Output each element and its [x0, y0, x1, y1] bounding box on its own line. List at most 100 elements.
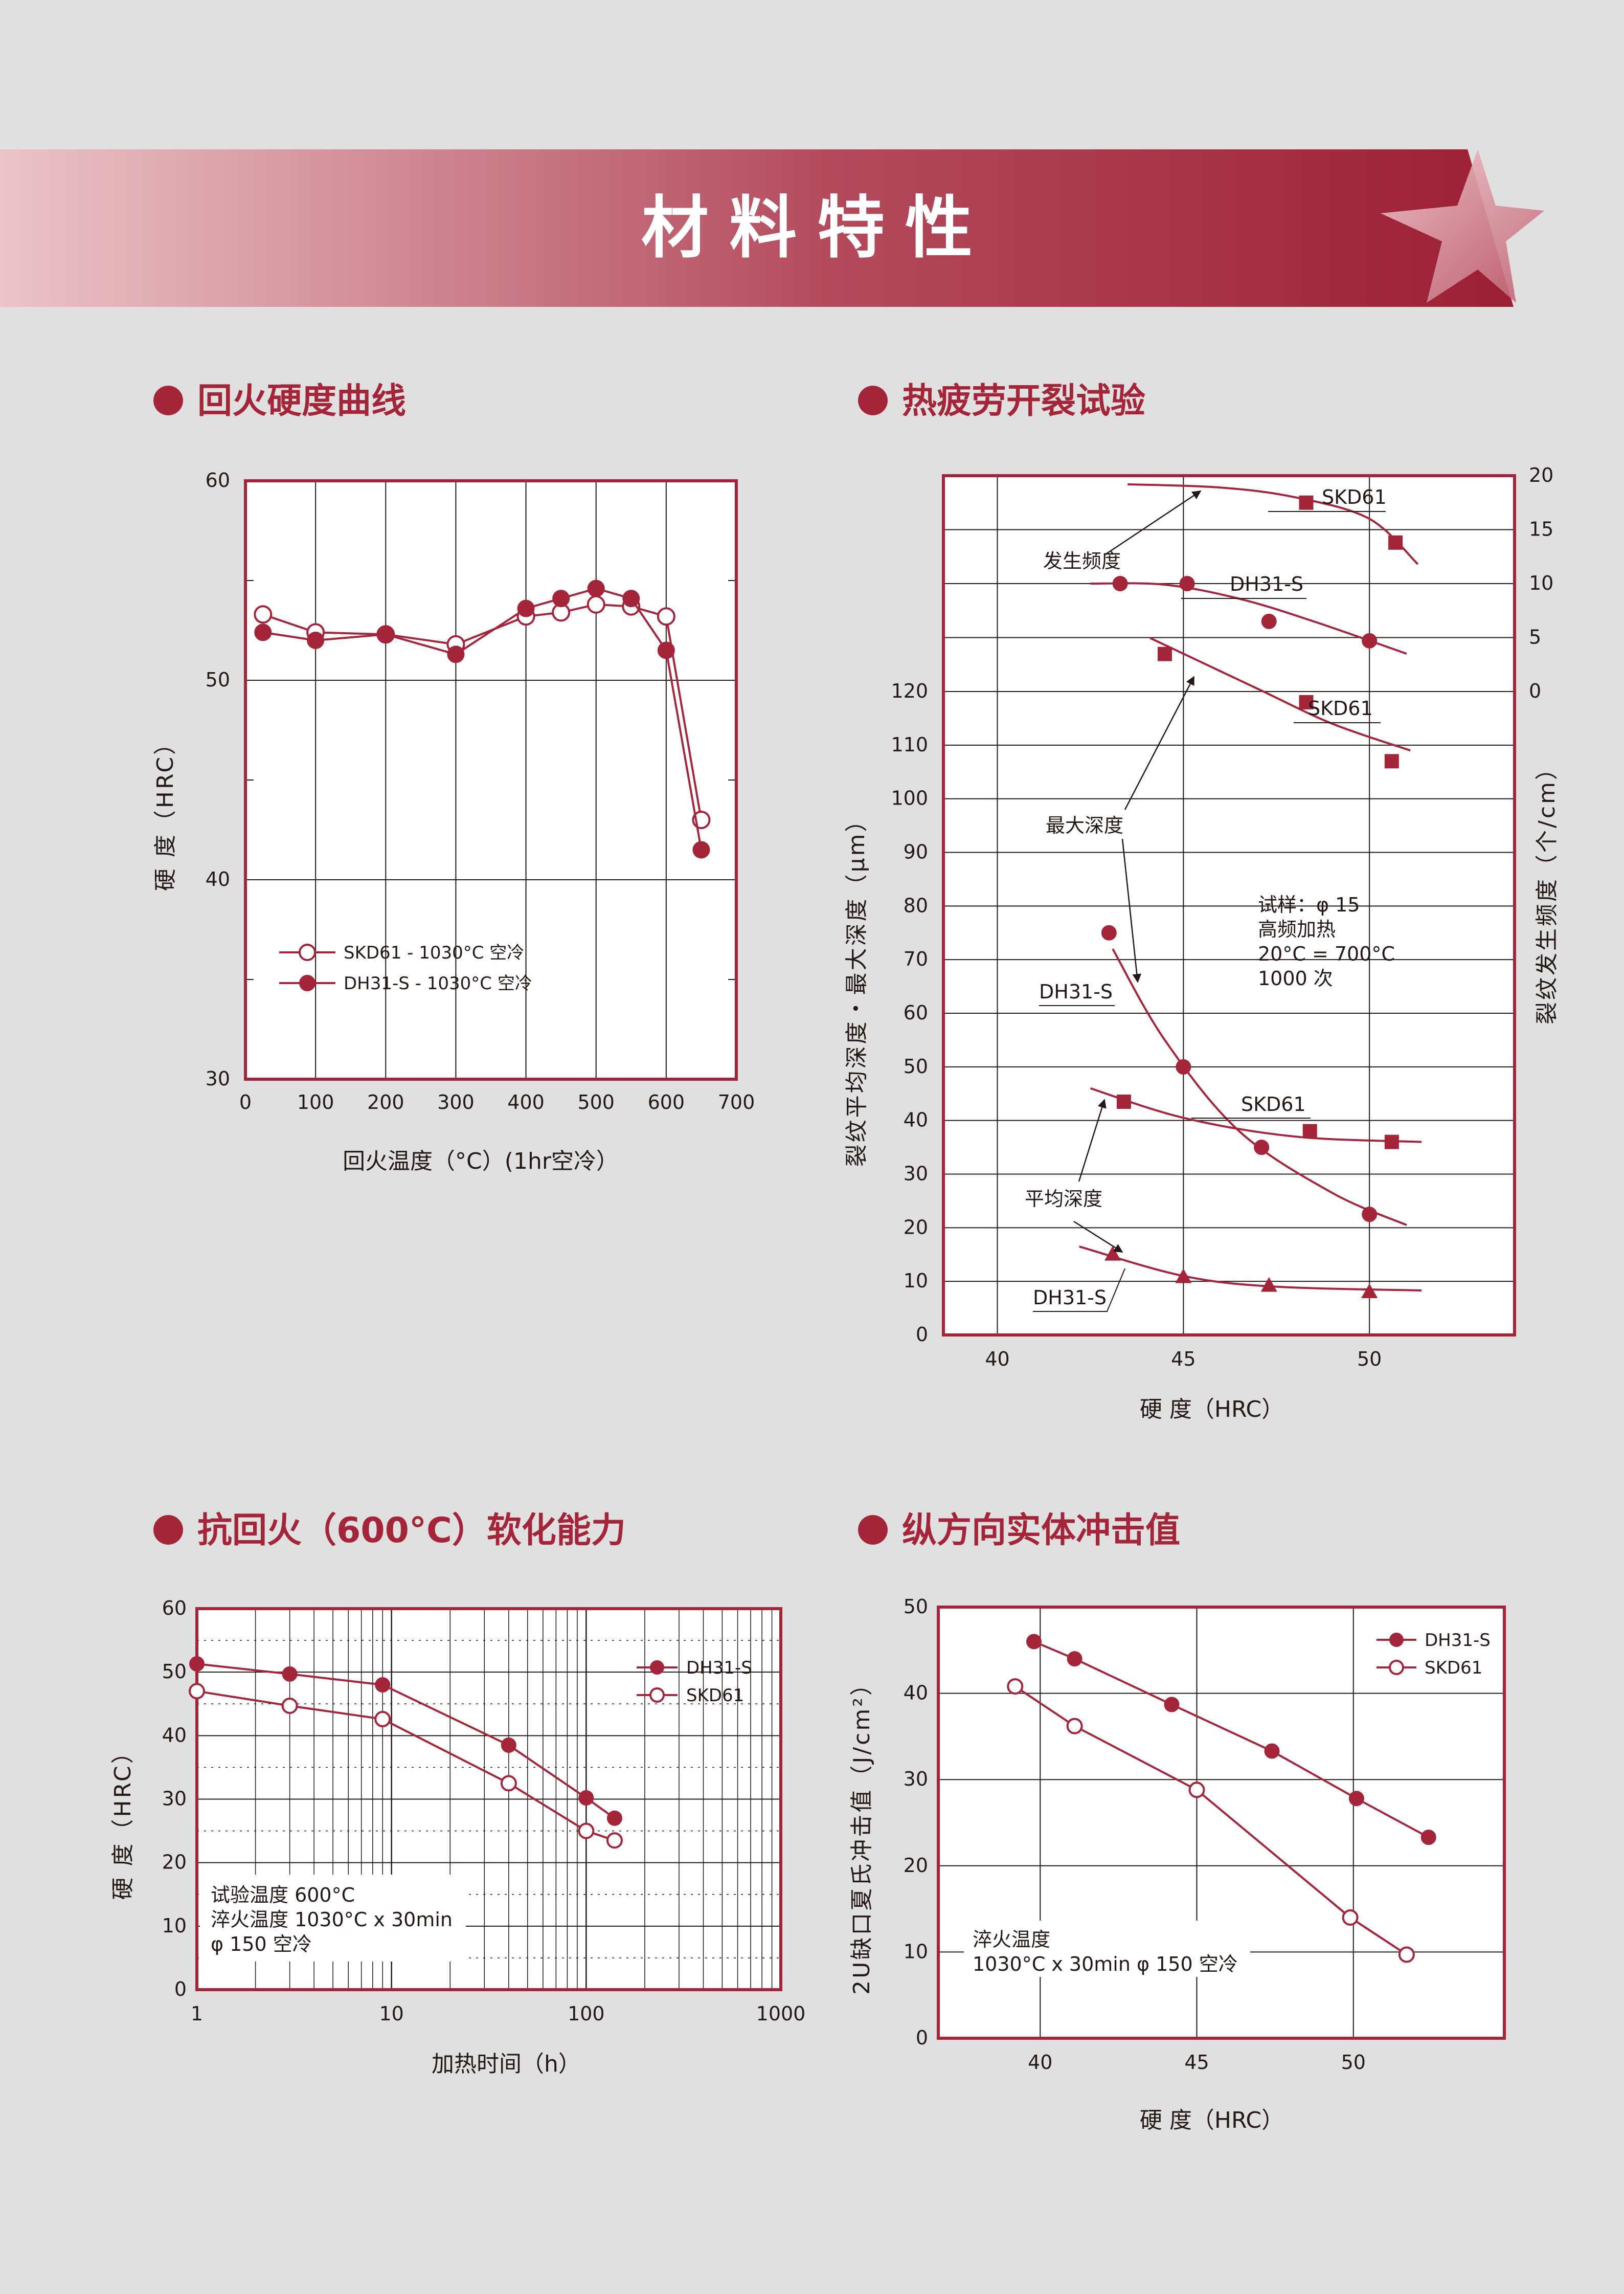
plot-background: [245, 481, 736, 1079]
y-tick-label-left: 10: [904, 1270, 928, 1292]
x-tick-label: 600: [648, 1091, 685, 1113]
x-tick-label: 10: [379, 2002, 403, 2025]
bullet-dot-icon: [858, 386, 888, 416]
y-tick-label: 10: [904, 1940, 928, 1963]
data-point-open: [299, 944, 316, 961]
data-point-filled: [254, 623, 272, 641]
legend-label: DH31-S: [1425, 1630, 1491, 1651]
data-point-open: [374, 1711, 391, 1728]
x-tick-label: 1000: [756, 2002, 806, 2025]
data-point-filled: [587, 580, 605, 597]
plot-frame: [195, 1607, 782, 1991]
header-banner: [0, 149, 1544, 307]
legend-label: DH31-S: [686, 1658, 752, 1678]
test-condition-note: 淬火温度: [973, 1928, 1050, 1951]
y-tick-label: 30: [904, 1768, 928, 1790]
data-point-filled: [650, 1660, 664, 1675]
series-curve: [1079, 1245, 1422, 1291]
section-title-impact: 纵方向实体冲击值: [858, 1508, 1180, 1554]
data-point-filled: [1164, 1697, 1180, 1712]
legend-label: DH31-S - 1030°C 空冷: [344, 973, 532, 994]
series-line: [262, 587, 703, 850]
data-point-filled: [1348, 1791, 1364, 1807]
x-tick-label: 45: [1171, 1348, 1196, 1370]
data-point-open: [578, 1822, 595, 1839]
arrow-icon: [1073, 1220, 1123, 1253]
series-label: DH31-S: [1230, 573, 1303, 595]
series-label: SKD61: [1308, 697, 1373, 720]
data-point-triangle: [1104, 1245, 1121, 1261]
y-tick-label-left: 0: [916, 1323, 928, 1346]
y-tick-label: 30: [162, 1788, 187, 1810]
arrow-icon: [1121, 838, 1142, 983]
section-title-softening: 抗回火（600°C）软化能力: [153, 1508, 626, 1554]
y-tick-label-left: 70: [904, 948, 928, 970]
y-axis-label: 硬 度（HRC）: [110, 1739, 136, 1900]
y-tick-label: 50: [206, 669, 230, 691]
test-condition-note: 试样：φ 15: [1258, 894, 1360, 916]
arrow-icon: [1124, 676, 1195, 810]
y-tick-label: 20: [162, 1851, 187, 1874]
plot-frame: [937, 1606, 1506, 2040]
y-tick-label: 0: [916, 2026, 928, 2049]
x-tick-label: 0: [239, 1091, 252, 1113]
annotation-avg: 平均深度: [1025, 1188, 1102, 1210]
data-point-filled: [578, 1790, 594, 1806]
series-curve: [1127, 483, 1419, 565]
y-axis-label-left: 裂纹平均深度・最大深度（μm）: [844, 808, 870, 1167]
y-tick-label: 20: [904, 1854, 928, 1877]
bullet-dot-icon: [153, 1515, 183, 1545]
data-point-square: [1116, 1094, 1131, 1109]
data-point-filled: [622, 590, 640, 608]
data-point-filled: [377, 626, 395, 643]
data-point-square: [1388, 535, 1403, 550]
data-point-filled: [1389, 1633, 1404, 1647]
data-point-open: [189, 1683, 205, 1700]
label-leader: [1033, 1268, 1125, 1312]
data-point-open: [1342, 1909, 1359, 1926]
data-point-filled: [1420, 1830, 1436, 1845]
y-tick-label-right: 10: [1529, 572, 1553, 594]
star-icon: [1381, 149, 1544, 303]
data-point-filled: [692, 841, 710, 859]
plot-background: [943, 476, 1515, 1335]
data-point-open: [606, 1832, 623, 1849]
y-tick-label-right: 15: [1529, 518, 1553, 541]
x-tick-label: 40: [1028, 2051, 1052, 2074]
x-tick-label: 300: [437, 1091, 475, 1113]
data-point-filled: [1067, 1651, 1082, 1667]
data-point-open: [649, 1687, 665, 1703]
data-point-filled: [1176, 1059, 1191, 1075]
annotation-max: 最大深度: [1046, 814, 1123, 837]
series-curve: [1149, 637, 1411, 752]
x-tick-label: 40: [985, 1348, 1009, 1370]
x-axis-label: 硬 度（HRC）: [1140, 1396, 1284, 1422]
data-point-square: [1302, 1124, 1317, 1139]
data-point-open: [1188, 1781, 1205, 1798]
series-label: DH31-S: [1039, 981, 1113, 1003]
y-tick-label-left: 40: [904, 1109, 928, 1131]
data-point-filled: [307, 632, 325, 649]
y-tick-label-left: 110: [891, 733, 928, 756]
data-point-filled: [1261, 613, 1277, 629]
x-tick-label: 50: [1341, 2051, 1366, 2074]
y-tick-label-left: 20: [904, 1216, 928, 1238]
y-tick-label: 40: [162, 1724, 187, 1746]
x-axis-label: 回火温度（°C）(1hr空冷）: [343, 1148, 619, 1174]
series-label: DH31-S: [1033, 1286, 1107, 1309]
data-point-filled: [1362, 633, 1378, 649]
y-tick-label-right: 20: [1529, 464, 1553, 486]
note-box: [200, 1875, 466, 1962]
data-point-filled: [1264, 1743, 1280, 1759]
data-point-filled: [1362, 1207, 1378, 1222]
y-tick-label-left: 60: [904, 1001, 928, 1024]
y-axis-label-right: 裂纹发生频度（个/cm）: [1534, 755, 1560, 1024]
data-point-open: [657, 607, 675, 626]
y-axis-label: 硬 度（HRC）: [152, 730, 178, 891]
data-point-filled: [501, 1737, 516, 1753]
series-curve: [1090, 1087, 1422, 1143]
section-title-fatigue: 热疲劳开裂试验: [858, 378, 1145, 425]
bullet-dot-icon: [153, 386, 183, 416]
